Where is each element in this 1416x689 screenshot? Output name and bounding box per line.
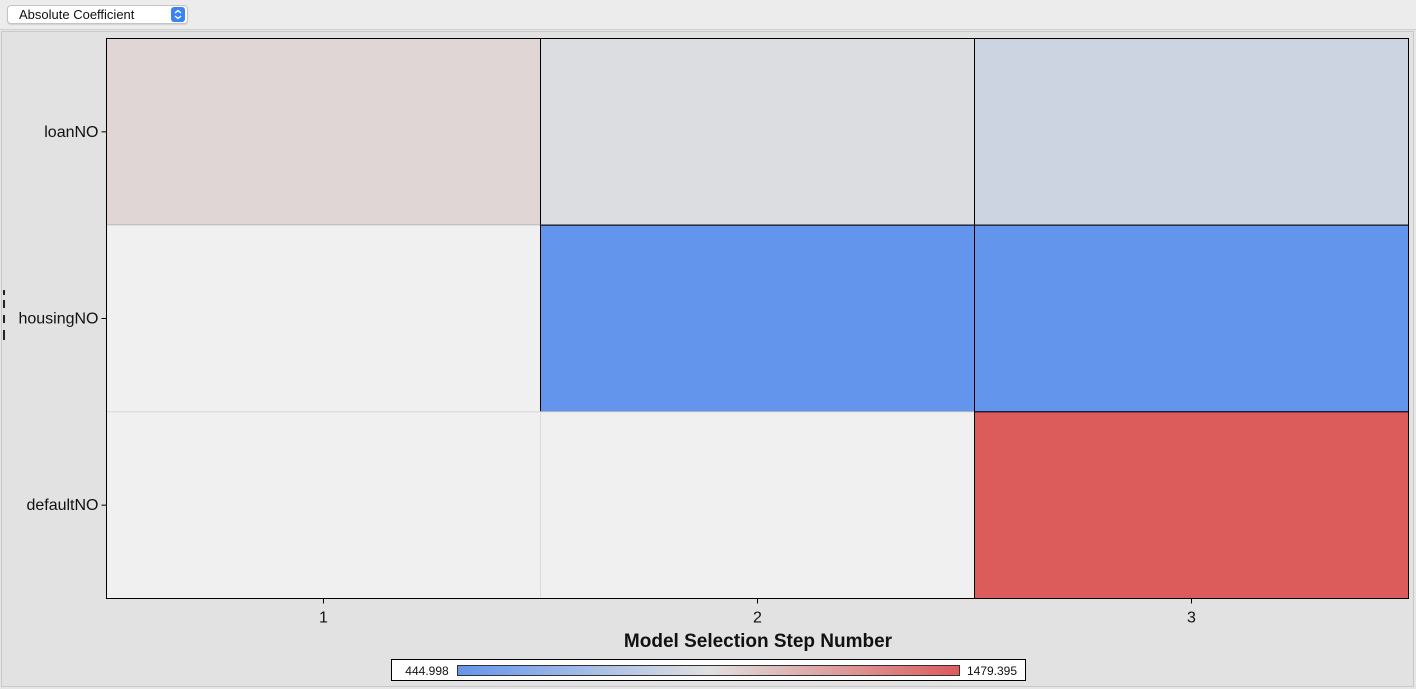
heatmap-cell-housingNO-step-1 (106, 224, 541, 413)
metric-select-value: Absolute Coefficient (19, 7, 135, 22)
heatmap-cells (106, 38, 1409, 600)
toolbar: Absolute Coefficient (0, 0, 1416, 30)
heatmap-cell-defaultNO-step-2 (540, 411, 975, 600)
colorbar-max-label: 1479.395 (967, 664, 1017, 678)
y-tick-label: loanNO (44, 124, 98, 141)
x-tick-label: 3 (1187, 610, 1196, 627)
x-axis-label: Model Selection Step Number (624, 631, 893, 652)
y-axis-label-stub (3, 290, 5, 340)
heatmap-cell-defaultNO-step-1 (106, 411, 541, 600)
x-tick-label: 2 (753, 610, 762, 627)
heatmap-cell-loanNO-step-2 (540, 38, 975, 226)
up-down-chevron-icon (171, 7, 185, 22)
colorbar-min-label: 444.998 (405, 664, 449, 678)
heatmap-cell-housingNO-step-2 (540, 224, 975, 413)
x-tick-label: 1 (319, 610, 328, 627)
y-axis: loanNO housingNO defaultNO (18, 124, 107, 514)
heatmap-cell-defaultNO-step-3 (974, 411, 1409, 600)
colorbar-legend: 444.998 1479.395 (391, 659, 1026, 681)
y-tick-label: defaultNO (26, 497, 98, 514)
y-tick-label: housingNO (18, 311, 98, 328)
heatmap-cell-loanNO-step-3 (974, 38, 1409, 226)
x-axis: 1 2 3 (319, 598, 1196, 627)
metric-select[interactable]: Absolute Coefficient (7, 5, 188, 24)
colorbar-gradient (457, 665, 960, 676)
heatmap-cell-housingNO-step-3 (974, 224, 1409, 413)
heatmap-cell-loanNO-step-1 (106, 38, 541, 226)
